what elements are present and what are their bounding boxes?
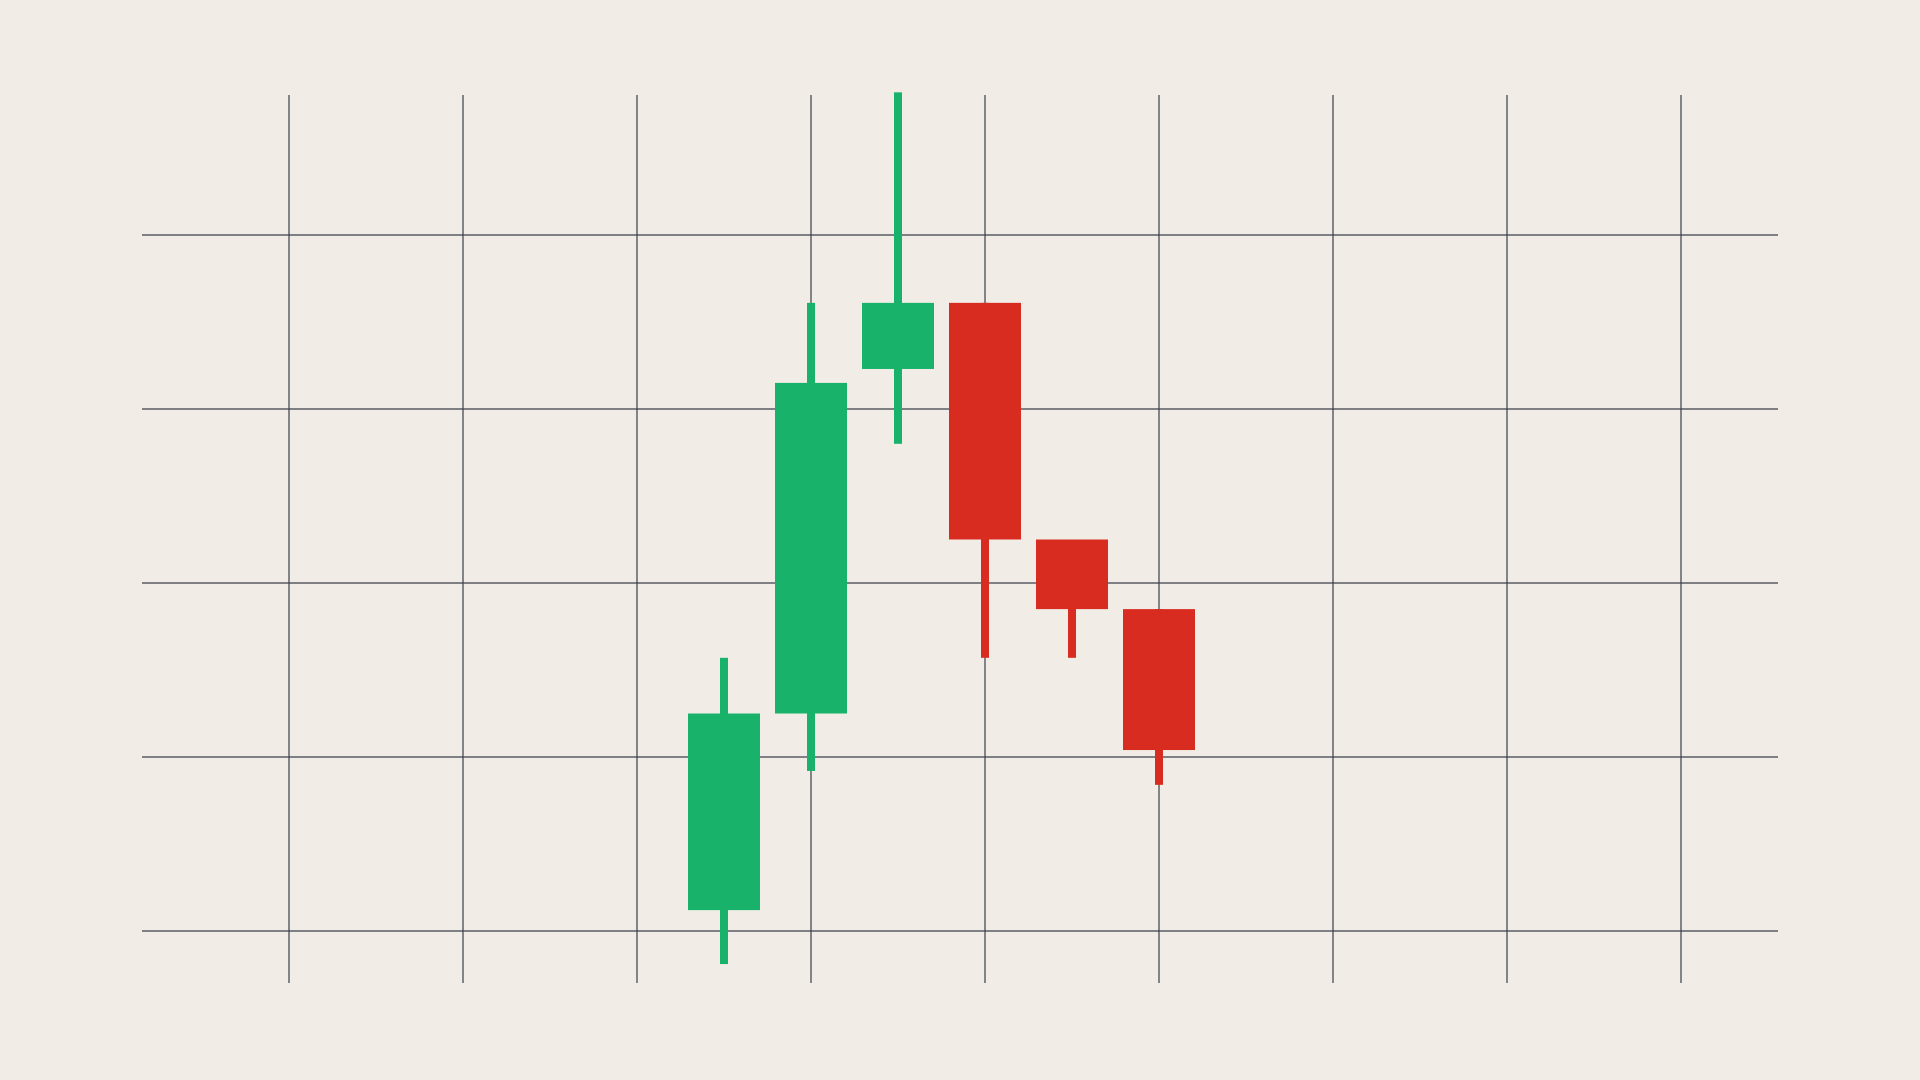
- candle-2-body: [775, 382, 847, 714]
- candle-1: [688, 657, 760, 965]
- candle-5-body: [1036, 539, 1108, 610]
- candles: [688, 92, 1195, 965]
- candle-3-wick: [894, 92, 902, 444]
- candle-3-body: [862, 302, 934, 369]
- grid: [142, 95, 1778, 983]
- candle-6-body: [1123, 609, 1195, 751]
- candle-6: [1123, 609, 1195, 785]
- candle-4: [949, 302, 1021, 658]
- candle-3: [862, 92, 934, 444]
- candle-2: [775, 302, 847, 771]
- candle-5: [1036, 539, 1108, 658]
- candle-4-body: [949, 302, 1021, 540]
- candle-1-body: [688, 713, 760, 911]
